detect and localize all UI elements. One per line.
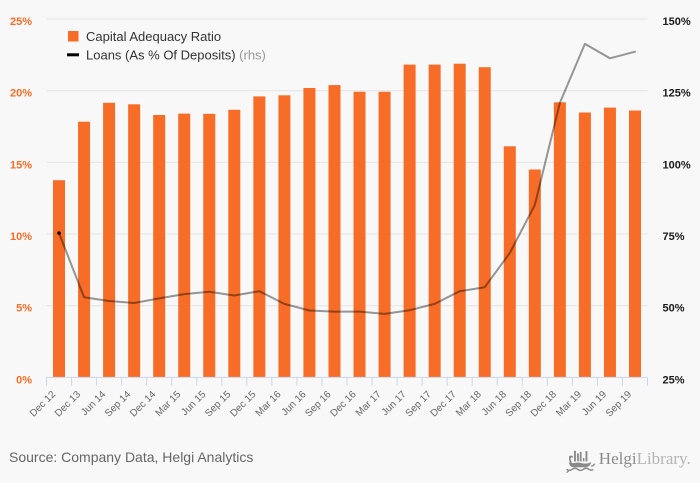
svg-text:125%: 125% (663, 88, 691, 100)
svg-text:Source: Company Data, Helgi An: Source: Company Data, Helgi Analytics (9, 449, 253, 465)
svg-text:50%: 50% (663, 303, 685, 315)
svg-text:5%: 5% (16, 303, 32, 315)
svg-text:15%: 15% (10, 159, 32, 171)
svg-text:HelgiLibrary.: HelgiLibrary. (599, 449, 691, 468)
svg-text:75%: 75% (663, 231, 685, 243)
svg-text:Loans (As % Of Deposits) (rhs): Loans (As % Of Deposits) (rhs) (86, 48, 266, 63)
svg-text:10%: 10% (10, 231, 32, 243)
svg-text:20%: 20% (10, 88, 32, 100)
svg-text:25%: 25% (663, 374, 685, 386)
svg-text:0%: 0% (16, 374, 32, 386)
svg-text:Capital Adequacy Ratio: Capital Adequacy Ratio (86, 29, 221, 44)
svg-text:25%: 25% (10, 16, 32, 28)
svg-text:100%: 100% (663, 159, 691, 171)
svg-text:150%: 150% (663, 16, 691, 28)
